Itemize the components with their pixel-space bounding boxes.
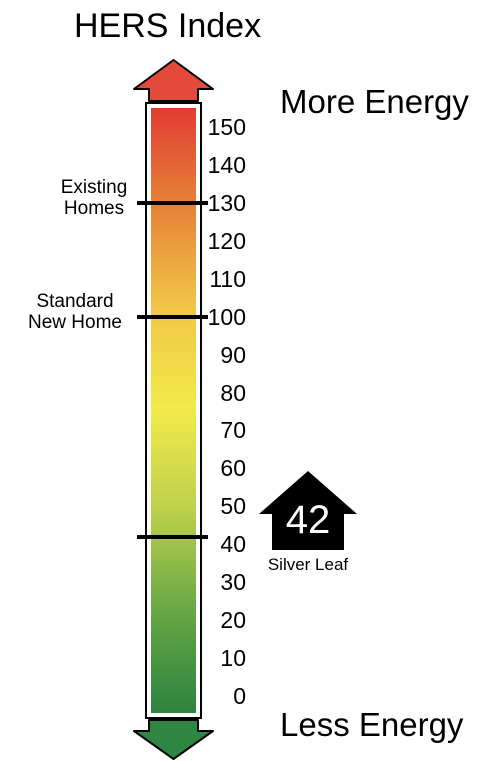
- score-marker-line: [137, 534, 208, 539]
- scale-gradient: [150, 107, 197, 714]
- less-energy-label: Less Energy: [280, 706, 464, 743]
- tick-label-140: 140: [207, 151, 246, 178]
- existing-homes-label-line1: Existing: [60, 176, 128, 198]
- up-arrow-icon: [133, 59, 214, 102]
- score-level-label: Silver Leaf: [267, 555, 349, 574]
- standard-new-home-label-line1: Standard: [36, 290, 114, 312]
- tick-label-60: 60: [220, 455, 246, 482]
- existing-homes-line: [137, 200, 208, 205]
- tick-label-30: 30: [220, 569, 246, 596]
- hers-scale-bar: [145, 102, 202, 719]
- tick-label-90: 90: [220, 341, 246, 368]
- hers-index-title: HERS Index: [74, 7, 262, 45]
- tick-label-0: 0: [233, 683, 246, 709]
- house-score-badge: [259, 471, 357, 550]
- tick-label-110: 110: [209, 265, 246, 292]
- tick-label-50: 50: [220, 493, 246, 520]
- tick-label-40: 40: [220, 531, 246, 558]
- down-arrow-icon: [133, 719, 214, 760]
- tick-label-130: 130: [207, 189, 246, 216]
- tick-label-80: 80: [220, 379, 246, 406]
- tick-label-150: 150: [207, 114, 246, 140]
- standard-new-home-label: Standard New Home: [14, 291, 136, 333]
- tick-label-70: 70: [220, 417, 246, 444]
- more-energy-label: More Energy: [280, 83, 469, 120]
- existing-homes-label: Existing Homes: [46, 177, 142, 219]
- standard-new-home-label-line2: New Home: [28, 311, 122, 333]
- existing-homes-label-line2: Homes: [63, 197, 125, 219]
- tick-label-100: 100: [207, 303, 246, 330]
- standard-new-home-line: [137, 314, 208, 319]
- hers-score-value: 42: [285, 498, 331, 542]
- tick-label-10: 10: [220, 645, 246, 672]
- tick-label-20: 20: [220, 607, 246, 634]
- tick-label-120: 120: [207, 227, 246, 254]
